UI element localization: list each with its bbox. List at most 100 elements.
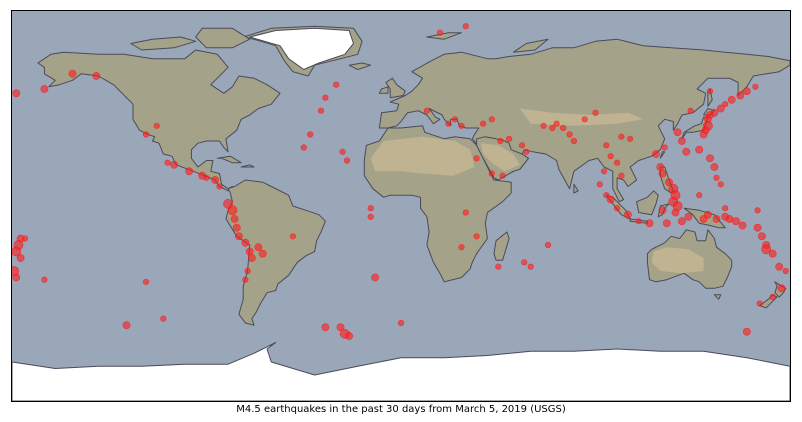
- earthquake-marker: [300, 144, 307, 151]
- australian-desert: [651, 247, 704, 274]
- earthquake-marker: [495, 263, 502, 270]
- earthquake-marker: [12, 246, 22, 257]
- earthquake-marker: [673, 128, 682, 137]
- earthquake-marker: [553, 120, 560, 127]
- earthquake-marker: [203, 174, 210, 181]
- earthquake-marker: [367, 213, 374, 220]
- earthquake-marker: [40, 85, 49, 93]
- earthquake-marker: [170, 160, 178, 169]
- earthquake-marker: [678, 137, 686, 145]
- cuba: [216, 155, 242, 164]
- earthquake-marker: [211, 176, 219, 184]
- earthquake-marker: [258, 249, 267, 258]
- map-caption: M4.5 earthquakes in the past 30 days fro…: [236, 404, 566, 415]
- earthquake-marker: [581, 116, 588, 123]
- ireland: [378, 86, 389, 94]
- arctic-islands-b: [195, 27, 251, 49]
- earthquake-marker: [696, 192, 703, 199]
- earthquake-marker: [506, 135, 513, 142]
- earthquake-marker: [775, 262, 784, 271]
- earthquake-marker: [68, 69, 77, 78]
- novaya-zemlya: [512, 38, 549, 53]
- earthquake-marker: [618, 133, 625, 140]
- earthquake-marker: [540, 122, 547, 129]
- tasmania: [713, 294, 722, 300]
- earthquake-marker: [752, 83, 759, 90]
- earthquake-marker: [242, 276, 249, 283]
- earthquake-marker: [684, 212, 693, 221]
- iceland: [348, 62, 372, 70]
- earthquake-marker: [142, 278, 150, 285]
- earthquake-marker: [635, 218, 642, 225]
- earthquake-marker: [758, 232, 766, 241]
- earthquake-marker: [699, 130, 708, 139]
- earthquake-marker: [185, 167, 194, 176]
- earthquake-marker: [451, 116, 459, 123]
- earthquake-marker: [710, 163, 719, 171]
- earthquake-marker: [710, 108, 719, 117]
- earthquake-marker: [122, 321, 131, 330]
- earthquake-marker: [12, 89, 21, 98]
- greenland-ice: [249, 27, 354, 70]
- earthquake-marker: [777, 284, 786, 293]
- earthquake-marker: [736, 91, 745, 100]
- earthquake-marker: [339, 148, 346, 155]
- earthquake-marker: [704, 210, 712, 219]
- earthquake-marker: [241, 238, 250, 247]
- earthquake-marker: [458, 122, 465, 129]
- earthquake-marker: [227, 205, 238, 216]
- earthquake-marker: [488, 116, 495, 123]
- earthquake-marker: [16, 254, 25, 262]
- earthquake-marker: [626, 135, 634, 142]
- hispaniola: [240, 164, 255, 168]
- earthquake-marker: [518, 142, 526, 149]
- earthquake-marker: [613, 159, 621, 166]
- earthquake-marker: [473, 155, 480, 162]
- earthquake-marker: [656, 163, 665, 171]
- earthquake-marker: [722, 205, 729, 212]
- earthquake-marker: [712, 215, 721, 223]
- earthquake-marker: [768, 249, 777, 258]
- earthquake-marker: [333, 81, 340, 88]
- earthquake-marker: [153, 122, 160, 129]
- sahara: [370, 136, 475, 176]
- earthquake-marker: [397, 319, 405, 327]
- earthquake-marker: [713, 174, 720, 181]
- earthquake-marker: [244, 267, 251, 275]
- earthquake-marker: [706, 154, 714, 163]
- arabian-desert: [481, 143, 520, 172]
- earthquake-marker: [754, 207, 761, 214]
- earthquake-marker: [317, 107, 325, 114]
- earthquake-marker: [596, 181, 603, 188]
- earthquake-marker: [671, 208, 680, 217]
- earthquake-marker: [343, 157, 351, 164]
- earthquake-marker: [423, 107, 431, 114]
- earthquake-markers: [12, 23, 789, 340]
- earthquake-marker: [662, 219, 671, 228]
- earthquake-marker: [613, 205, 621, 212]
- earthquake-marker: [665, 178, 673, 187]
- earthquake-marker: [732, 217, 740, 226]
- earthquake-marker: [336, 323, 345, 332]
- earthquake-marker: [682, 147, 691, 156]
- earthquake-marker: [592, 109, 599, 116]
- earthquake-marker: [345, 332, 353, 340]
- earthquake-marker: [445, 120, 452, 127]
- earthquake-marker: [618, 172, 625, 179]
- earthquake-marker: [232, 223, 241, 232]
- earthquake-marker: [527, 263, 534, 270]
- earthquake-marker: [717, 181, 724, 188]
- earthquake-marker: [661, 144, 668, 151]
- earthquake-marker: [289, 233, 297, 240]
- earthquake-marker: [436, 29, 444, 36]
- earthquake-marker: [92, 72, 101, 80]
- earthquake-marker: [725, 215, 734, 223]
- taiwan: [659, 151, 666, 159]
- earthquake-marker: [462, 23, 469, 30]
- earthquake-marker: [164, 159, 171, 166]
- earthquake-marker: [234, 232, 243, 241]
- madagascar: [493, 231, 510, 261]
- earthquake-marker: [21, 235, 29, 242]
- earthquake-marker: [544, 241, 552, 249]
- earthquake-marker: [678, 217, 686, 226]
